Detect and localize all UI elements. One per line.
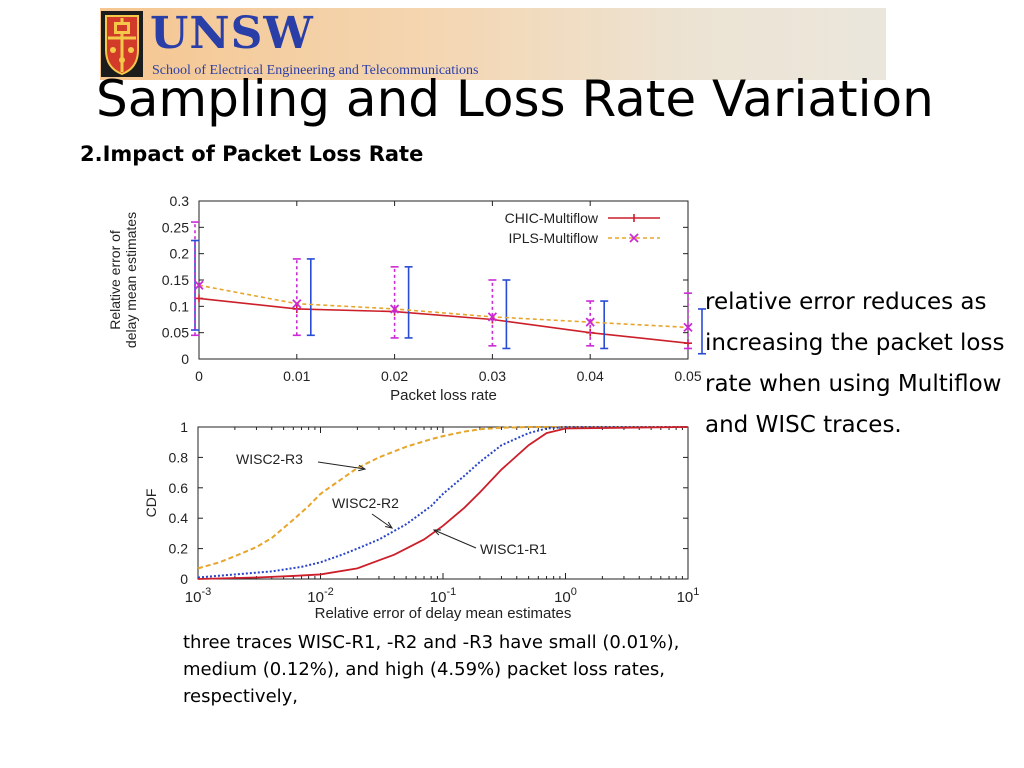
x-tick-label: 10-1 xyxy=(430,586,456,606)
x-tick-label-exponent: -2 xyxy=(324,586,334,598)
y-axis-label: CDF xyxy=(143,489,159,518)
annotation-label: WISC2-R2 xyxy=(332,495,399,511)
series-line-WISC2-R2 xyxy=(197,426,688,579)
series-line-WISC2-R3 xyxy=(197,426,688,570)
annotation-arrow xyxy=(317,461,366,470)
y-axis-label-line: Relative error of xyxy=(107,230,123,330)
loss-rate-error-chart: 0 0.05 0.1 0.15 0.2 0.25 0.3 0 0.01 0.02 0.03 0.04 0… xyxy=(107,193,706,404)
data-point-IPLS-Multiflow xyxy=(292,299,302,309)
y-axis-label-line: delay mean estimates xyxy=(123,212,139,348)
annotation-arrow xyxy=(433,529,477,549)
x-tick-label-base: 10 xyxy=(554,589,571,606)
unsw-logo-text: UNSW xyxy=(150,8,314,59)
annotation-arrowhead xyxy=(385,521,394,529)
data-point-IPLS-Multiflow xyxy=(487,312,498,322)
series-line-WISC1-R1 xyxy=(197,426,689,580)
slide-subtitle: 2.Impact of Packet Loss Rate xyxy=(80,142,424,166)
x-tick-label: 0.02 xyxy=(381,368,408,384)
data-point-CHIC-Multiflow xyxy=(195,294,203,303)
slide-title: Sampling and Loss Rate Variation xyxy=(96,70,934,128)
x-tick-label-exponent: -1 xyxy=(446,586,456,598)
x-tick-label-exponent: 0 xyxy=(571,586,577,598)
annotation-arrowhead xyxy=(358,464,367,472)
bottom-note-text: three traces WISC-R1, -R2 and -R3 have s… xyxy=(183,632,680,707)
annotation-label: WISC2-R3 xyxy=(236,451,303,467)
x-tick-label: 10-2 xyxy=(307,586,333,606)
school-name: School of Electrical Engineering and Tel… xyxy=(152,63,479,78)
plot-frame xyxy=(197,426,689,580)
y-tick-label: 0.15 xyxy=(162,272,189,288)
right-note-text: relative error reduces as increasing the… xyxy=(705,289,1005,438)
y-axis-label: Relative error ofdelay mean estimates xyxy=(107,212,139,348)
x-tick-label-base: 10 xyxy=(430,589,447,606)
x-tick-label: 101 xyxy=(677,586,700,606)
y-tick-label: 0.6 xyxy=(169,480,189,496)
y-tick-label: 0 xyxy=(181,351,189,367)
x-axis-label: Packet loss rate xyxy=(390,387,497,404)
annotation-arrowhead xyxy=(432,529,442,536)
y-tick-label: 0.2 xyxy=(170,246,190,262)
y-tick-label: 0.3 xyxy=(170,193,190,209)
x-tick-label: 0.05 xyxy=(674,368,701,384)
unsw-crest-logo xyxy=(101,11,143,77)
x-tick-label-base: 10 xyxy=(307,589,324,606)
header-banner: UNSW School of Electrical Engineering an… xyxy=(100,8,886,80)
annotation-label: WISC1-R1 xyxy=(480,541,547,557)
series-line-CHIC-Multiflow xyxy=(198,297,689,344)
y-tick-label: 0.25 xyxy=(162,219,189,235)
x-tick-label: 0.01 xyxy=(283,368,310,384)
y-tick-label: 0.8 xyxy=(169,449,189,465)
data-point-IPLS-Multiflow xyxy=(389,304,400,314)
x-tick-label: 10-3 xyxy=(185,586,211,606)
x-tick-label-exponent: -3 xyxy=(201,586,211,598)
y-tick-label: 0 xyxy=(180,571,188,587)
x-tick-label-base: 10 xyxy=(677,589,694,606)
data-point-IPLS-Multiflow xyxy=(683,322,693,333)
x-tick-label-exponent: 1 xyxy=(693,586,699,598)
x-tick-label: 0.04 xyxy=(577,368,604,384)
x-tick-label: 0 xyxy=(195,368,203,384)
x-axis-label: Relative error of delay mean estimates xyxy=(315,605,572,622)
data-point-IPLS-Multiflow xyxy=(194,280,204,290)
series-line-IPLS-Multiflow xyxy=(198,284,689,329)
annotation-arrow xyxy=(371,513,393,529)
data-point-IPLS-Multiflow xyxy=(585,317,595,327)
legend-label: CHIC-Multiflow xyxy=(505,210,599,226)
x-tick-label: 100 xyxy=(554,586,577,606)
legend-marker xyxy=(629,233,639,243)
x-tick-label-base: 10 xyxy=(185,589,202,606)
legend-label: IPLS-Multiflow xyxy=(509,230,599,246)
y-tick-label: 0.05 xyxy=(162,325,189,341)
y-tick-label: 0.1 xyxy=(170,298,190,314)
y-tick-label: 1 xyxy=(180,419,188,435)
y-tick-label: 0.2 xyxy=(169,541,189,557)
x-tick-label: 0.03 xyxy=(479,368,506,384)
y-tick-label: 0.4 xyxy=(169,510,189,526)
